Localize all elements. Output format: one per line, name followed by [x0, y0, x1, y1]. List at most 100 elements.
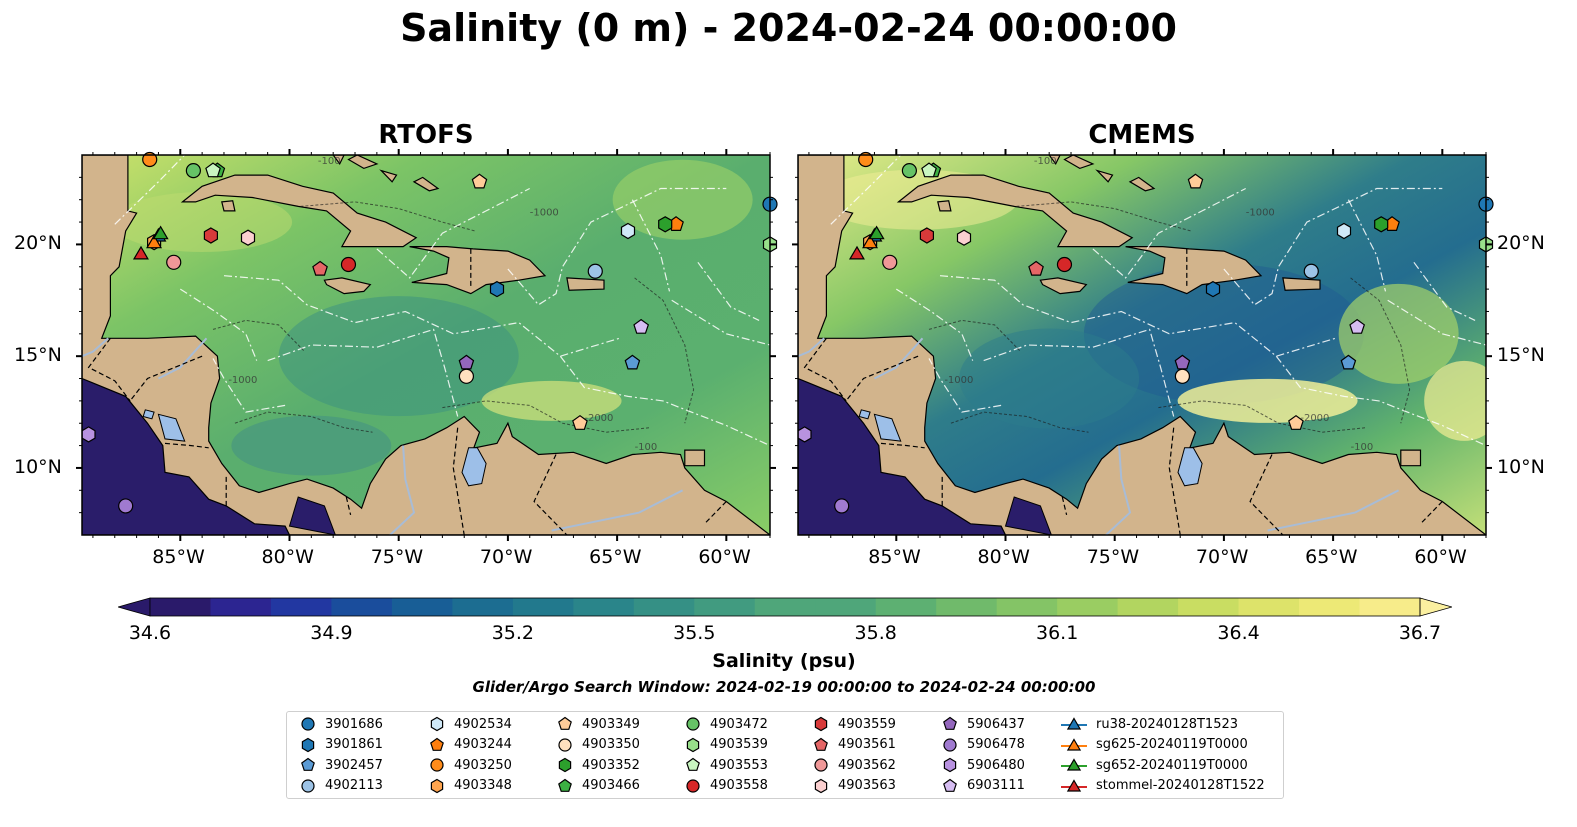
legend-item-4903244: 4903244 — [428, 736, 512, 754]
map-svg: -100 -1000 -2000 -100 -1000 — [792, 149, 1494, 541]
colorbar-segment — [391, 598, 453, 616]
lat-tick-label-right: 15°N — [1497, 344, 1545, 367]
country-border — [704, 501, 727, 525]
eez-boundary — [1413, 261, 1476, 321]
land-isla — [221, 200, 236, 212]
depth-contour — [1158, 400, 1366, 433]
salinity-patch — [959, 328, 1140, 429]
colorbar-tick-label: 35.2 — [491, 622, 534, 644]
eez-boundary — [697, 261, 760, 321]
colorbar-segment — [694, 598, 756, 616]
colorbar-segment — [1057, 598, 1119, 616]
country-border — [87, 337, 131, 402]
obs-marker-4903559 — [203, 227, 218, 244]
legend-item-4902113: 4902113 — [299, 777, 383, 795]
circle-marker-icon — [301, 717, 315, 731]
pentagon-marker-icon — [558, 716, 572, 730]
lon-tick-label: 65°W — [1305, 546, 1358, 568]
legend-item-5906480: 5906480 — [941, 756, 1025, 774]
eez-boundary — [1347, 199, 1387, 292]
legend-item-4903539: 4903539 — [684, 736, 768, 754]
colorbar-segment — [573, 598, 635, 616]
salinity-patch — [1338, 283, 1459, 384]
contour-label: -1000 — [530, 207, 559, 218]
legend-item-4903472: 4903472 — [684, 715, 768, 733]
legend-label: 3901861 — [325, 737, 383, 752]
legend-item-4902534: 4902534 — [428, 715, 512, 733]
country-border — [129, 355, 203, 402]
legend-item-3902457: 3902457 — [299, 756, 383, 774]
land-cuba — [896, 174, 1134, 248]
circle-marker-icon — [430, 758, 444, 772]
obs-marker-4903553 — [921, 162, 937, 178]
contour-label: -1000 — [1246, 207, 1275, 218]
country-border — [1420, 501, 1443, 525]
contour-label: -100 — [635, 442, 658, 453]
legend-label: 4903558 — [710, 778, 768, 793]
obs-marker-4903563 — [956, 229, 972, 246]
contour-label: -100 — [1034, 156, 1057, 167]
salinity-patch — [1083, 263, 1364, 404]
gulf-of-panama — [288, 496, 336, 535]
obs-marker-4903349 — [1187, 173, 1204, 189]
legend-label: stommel-20240128T1522 — [1096, 778, 1265, 793]
hexagon-marker-icon — [558, 757, 572, 773]
legend-item-3901861: 3901861 — [299, 736, 383, 754]
eez-boundary — [631, 199, 671, 292]
depth-contour — [1016, 201, 1192, 232]
lon-tick-label: 80°W — [261, 546, 314, 568]
legend: 3901686 3901861 3902457 4902113 4902534 49032… — [286, 711, 1284, 799]
lake-maracaibo — [1177, 447, 1203, 487]
map-panel-cmems[interactable]: -100 -1000 -2000 -100 -1000 — [792, 149, 1494, 541]
colorbar-tick-label: 36.4 — [1217, 622, 1260, 644]
obs-marker-3901861 — [1205, 280, 1221, 298]
depth-contour — [234, 411, 373, 433]
legend-label: sg652-20240119T0000 — [1096, 757, 1248, 773]
land-puerto-rico — [566, 277, 605, 291]
contour-label: -2000 — [584, 413, 613, 424]
obs-marker-4903563 — [240, 229, 256, 246]
country-border — [845, 355, 919, 402]
map-panel-rtofs[interactable]: -100 -1000 -2000 -100 -1000 — [76, 149, 778, 541]
lon-tick-label: 70°W — [1195, 546, 1249, 568]
legend-label: 5906480 — [967, 757, 1025, 773]
salinity-patch — [231, 415, 392, 476]
obs-marker-4903352 — [1374, 216, 1389, 233]
legend-label: ru38-20240128T1523 — [1096, 716, 1239, 732]
contour-label: -100 — [318, 156, 341, 167]
legend-label: 4903466 — [582, 778, 640, 793]
colorbar-tick-label: 36.1 — [1035, 622, 1079, 644]
lat-tick-label-left: 15°N — [14, 344, 62, 367]
legend-label: 4903539 — [710, 737, 768, 752]
contour-label: -100 — [1351, 442, 1374, 453]
eez-boundary — [223, 275, 620, 357]
lon-tick-label: 85°W — [152, 546, 205, 568]
hexagon-marker-icon — [686, 737, 700, 752]
legend-item-5906437: 5906437 — [941, 715, 1025, 733]
obs-marker-4903349 — [572, 414, 588, 430]
obs-marker-4903561 — [1028, 260, 1044, 276]
colorbar-segment — [1238, 598, 1300, 616]
eez-boundary — [1275, 355, 1486, 447]
legend-label: 4902113 — [325, 778, 383, 793]
pacific-coast — [82, 377, 291, 535]
lat-tick-label-right: 20°N — [1497, 232, 1545, 255]
colorbar-segment — [270, 598, 332, 616]
obs-marker-4903349 — [471, 173, 488, 189]
legend-item-sg625-20240119T0000: sg625-20240119T0000 — [1060, 736, 1248, 754]
obs-marker-4903553 — [205, 162, 221, 178]
colorbar-segment — [512, 598, 574, 616]
obs-marker-4903350 — [458, 368, 475, 384]
legend-label: 4903559 — [838, 716, 896, 732]
circle-marker-icon — [814, 758, 828, 772]
pentagon-marker-icon — [301, 757, 315, 771]
salinity-patch — [612, 159, 753, 240]
eez-boundary — [507, 187, 727, 306]
colorbar-tick-label: 35.5 — [673, 622, 716, 644]
colorbar-segment — [210, 598, 272, 616]
legend-item-3901686: 3901686 — [299, 715, 383, 733]
legend-label: sg625-20240119T0000 — [1096, 737, 1248, 752]
hexagon-marker-icon — [943, 757, 957, 773]
circle-marker-icon — [558, 737, 572, 752]
land-bahamas4 — [1128, 176, 1156, 192]
